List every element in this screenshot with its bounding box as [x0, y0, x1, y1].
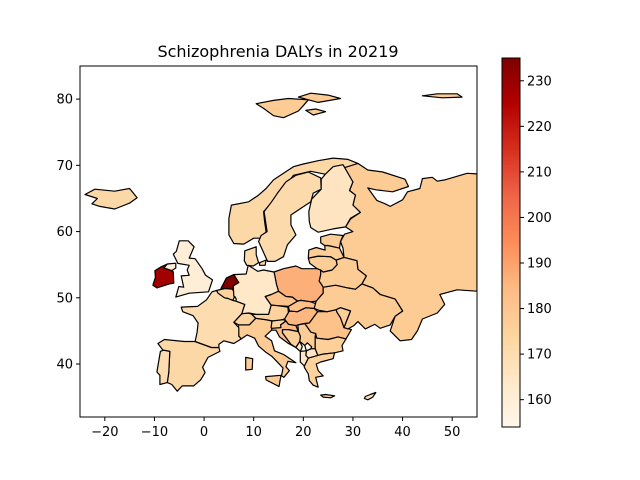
- y-tick-label: 60: [56, 225, 73, 240]
- country-cyprus: [363, 391, 377, 401]
- y-tick-label: 70: [56, 159, 73, 174]
- country-luxembourg: [232, 295, 237, 302]
- colorbar-tick-label: 200: [527, 211, 552, 226]
- x-tick-label: 10: [245, 425, 262, 440]
- colorbar-tick-label: 170: [527, 348, 552, 363]
- country-svalbard: [255, 92, 463, 119]
- x-tick-label: 30: [345, 425, 362, 440]
- x-tick-label: 50: [444, 425, 461, 440]
- x-tick-label: 0: [200, 425, 208, 440]
- country-finland: [308, 164, 361, 233]
- colorbar-tick-label: 210: [527, 165, 552, 180]
- map-layer: [84, 92, 477, 401]
- country-moldova: [335, 307, 352, 329]
- map-frame: [79, 65, 478, 418]
- x-tick-label: −10: [141, 425, 168, 440]
- country-iceland: [84, 187, 138, 210]
- chart-title: Schizophrenia DALYs in 20219: [157, 42, 398, 61]
- y-tick-label: 40: [56, 358, 73, 373]
- country-france: [180, 289, 246, 349]
- colorbar-tick-label: 220: [527, 120, 552, 135]
- colorbar-tick-label: 190: [527, 257, 552, 272]
- x-tick-label: −20: [91, 425, 118, 440]
- country-kosovo: [304, 342, 313, 352]
- country-greece: [303, 352, 336, 399]
- colorbar-tick-label: 230: [527, 74, 552, 89]
- country-bulgaria: [314, 335, 347, 356]
- country-portugal: [156, 349, 171, 386]
- x-axis: −20 −10 0 10 20 30 40 50: [91, 417, 460, 440]
- country-slovenia: [270, 319, 287, 329]
- country-united-kingdom: [163, 240, 214, 298]
- y-axis: 40 50 60 70 80: [56, 93, 80, 373]
- colorbar: [501, 57, 521, 428]
- x-tick-label: 20: [295, 425, 312, 440]
- y-tick-label: 50: [56, 291, 73, 306]
- colorbar-axis: 160 170 180 190 200 210 220 230: [520, 74, 552, 408]
- country-estonia: [320, 233, 344, 249]
- country-albania: [299, 350, 309, 367]
- colorbar-tick-label: 160: [527, 393, 552, 408]
- colorbar-tick-label: 180: [527, 302, 552, 317]
- y-tick-label: 80: [56, 93, 73, 108]
- x-tick-label: 40: [394, 425, 411, 440]
- country-montenegro: [295, 340, 303, 352]
